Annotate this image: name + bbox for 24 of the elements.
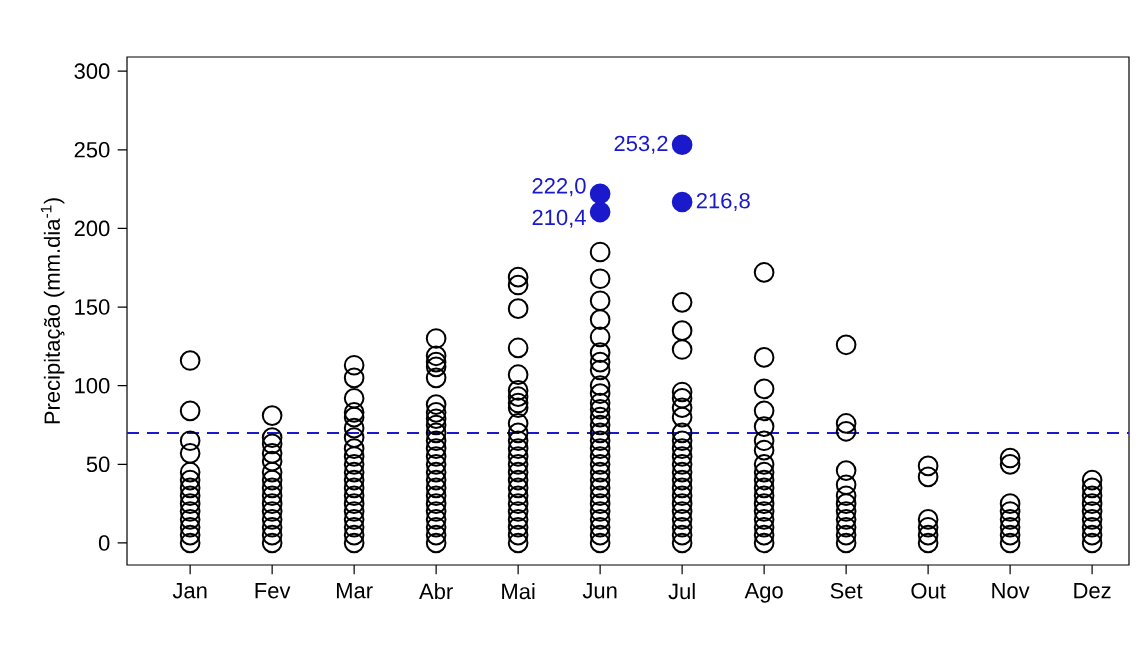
data-label: 210,4 [532, 209, 586, 228]
y-tick-label: 50 [86, 456, 110, 473]
x-tick-label: Jul [668, 583, 695, 600]
data-label: 216,8 [696, 192, 750, 212]
x-tick-label: Set [830, 583, 863, 599]
y-axis-title: Precipitação (mm.dia$^{-1}$) [40, 198, 65, 424]
x-tick-label: Out [911, 583, 946, 599]
x-tick-label: Jun [582, 583, 617, 599]
x-tick-label: Dez [1074, 583, 1111, 599]
x-tick-label: Mai [502, 583, 535, 600]
x-tick-label: Jan [172, 583, 207, 599]
x-tick-label: Ago [744, 583, 783, 603]
x-tick-label: Nov [992, 583, 1030, 599]
data-label: 253,2 [614, 135, 668, 154]
y-tick-label: 250 [74, 141, 110, 158]
x-tick-label: Abr [419, 583, 453, 600]
x-tick-label: Mar [336, 583, 373, 599]
x-tick-label: Fev [255, 583, 291, 599]
y-tick-label: 0 [98, 535, 110, 551]
y-tick-label: 200 [74, 220, 110, 237]
y-tick-label: 150 [75, 299, 110, 315]
data-label: 222,0 [532, 178, 586, 197]
y-tick-label: 300 [74, 63, 110, 79]
y-tick-label: 100 [75, 377, 110, 394]
